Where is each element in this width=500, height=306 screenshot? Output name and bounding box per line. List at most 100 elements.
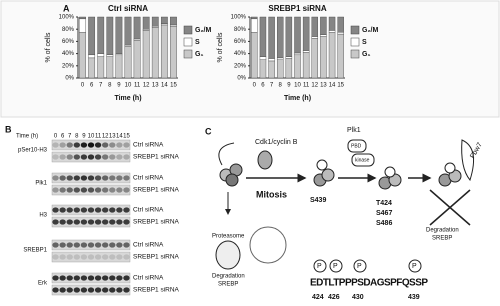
blot-band xyxy=(101,219,109,225)
y-tick-label: 20% xyxy=(234,63,247,69)
bar-segment xyxy=(106,56,114,79)
bar-segment xyxy=(294,54,301,79)
diagram-label: Proteasome xyxy=(212,234,245,240)
bar-segment xyxy=(259,16,267,57)
blot-band xyxy=(80,242,88,248)
bar-segment xyxy=(328,16,336,31)
bar-segment xyxy=(259,56,267,60)
bar-segment xyxy=(97,16,105,54)
bar-segment xyxy=(79,18,86,33)
blot-band xyxy=(123,219,130,225)
position: 430 xyxy=(352,294,364,301)
diagram-label: SREBP xyxy=(218,282,238,288)
blot-band xyxy=(52,175,59,181)
condition-label: SREBP1 siRNA xyxy=(133,287,180,294)
y-tick-label: 60% xyxy=(234,39,247,45)
phospho: P xyxy=(412,263,417,270)
legend-label: G₂/M xyxy=(362,27,379,34)
blot-band xyxy=(73,175,81,181)
blot-band xyxy=(80,207,88,213)
y-tick-label: 80% xyxy=(234,27,247,33)
bar-segment xyxy=(88,16,96,56)
bar-segment xyxy=(170,25,177,79)
blot-band xyxy=(87,242,95,248)
condition-label: Ctrl siRNA xyxy=(133,142,164,149)
blot-band xyxy=(94,142,102,148)
bar-segment xyxy=(302,16,310,51)
blot-band xyxy=(94,175,102,181)
bar-segment xyxy=(328,30,336,33)
position: 424 xyxy=(312,294,324,301)
y-tick-label: 60% xyxy=(62,39,75,45)
bar-segment xyxy=(88,54,96,59)
blot-band xyxy=(73,187,81,193)
blot-band xyxy=(80,219,88,225)
bar-segment xyxy=(285,56,293,59)
condition-label: SREBP1 siRNA xyxy=(133,154,180,161)
blot-band xyxy=(123,207,130,213)
blot-band xyxy=(101,175,109,181)
blot-band xyxy=(109,207,116,213)
blot-band xyxy=(66,275,73,281)
bar-segment xyxy=(115,54,123,79)
bar-segment xyxy=(97,56,105,79)
bar-segment xyxy=(160,16,168,24)
bar-segment xyxy=(311,38,318,79)
blot-band xyxy=(123,154,130,160)
blot-band xyxy=(59,154,66,160)
x-tick-label: 13 xyxy=(152,83,159,89)
legend-swatch xyxy=(350,25,360,35)
lane-label: 14 xyxy=(116,134,123,140)
blot-band xyxy=(94,154,102,160)
diagram-label: Mitosis xyxy=(256,189,287,199)
diagram-label: Degradation xyxy=(426,228,459,234)
bar-segment xyxy=(151,27,159,79)
blot-band xyxy=(52,219,59,225)
x-tick-label: 7 xyxy=(270,83,274,89)
blot-band xyxy=(52,242,59,248)
blot-band xyxy=(116,187,123,193)
blot-band xyxy=(116,175,123,181)
bar-segment xyxy=(337,32,344,35)
blot-band xyxy=(59,175,66,181)
blot-band xyxy=(59,219,66,225)
blot-band xyxy=(66,154,73,160)
diagram-label: Plk1 xyxy=(347,127,361,134)
bar-segment xyxy=(251,16,258,20)
panel-label: B xyxy=(5,124,12,134)
bar-segment xyxy=(142,16,150,30)
bar-segment xyxy=(133,16,141,40)
blot-band xyxy=(123,187,130,193)
legend-label: G₂/M xyxy=(195,27,212,34)
condition-label: SREBP1 siRNA xyxy=(133,254,180,261)
y-axis-label: % of cells xyxy=(45,32,52,62)
lane-label: 15 xyxy=(123,134,130,140)
position: 426 xyxy=(328,294,340,301)
protein-label: pSer10-H3 xyxy=(18,148,48,154)
x-tick-label: 14 xyxy=(161,83,168,89)
blot-band xyxy=(66,207,73,213)
blot-band xyxy=(109,175,116,181)
blot-band xyxy=(73,287,81,293)
x-tick-label: 10 xyxy=(294,83,301,89)
blot-band xyxy=(66,175,73,181)
blot-band xyxy=(87,142,95,148)
blot-band xyxy=(87,175,95,181)
bar-segment xyxy=(133,39,141,79)
y-axis-label: % of cells xyxy=(217,32,224,62)
x-axis-label: Time (h) xyxy=(114,95,141,102)
y-tick-label: 40% xyxy=(234,51,247,57)
x-tick-label: 6 xyxy=(261,83,265,89)
lane-label: 9 xyxy=(82,134,86,140)
panel-label: C xyxy=(205,126,212,136)
x-tick-label: 9 xyxy=(287,83,291,89)
legend-swatch xyxy=(183,49,193,59)
diagram-label: kinase xyxy=(355,157,370,163)
blot-band xyxy=(109,154,116,160)
protein-label: H3 xyxy=(39,213,47,219)
blot-band xyxy=(80,254,88,260)
blot-band xyxy=(80,142,88,148)
x-tick-label: 9 xyxy=(117,83,121,89)
lane-label: 13 xyxy=(109,134,116,140)
